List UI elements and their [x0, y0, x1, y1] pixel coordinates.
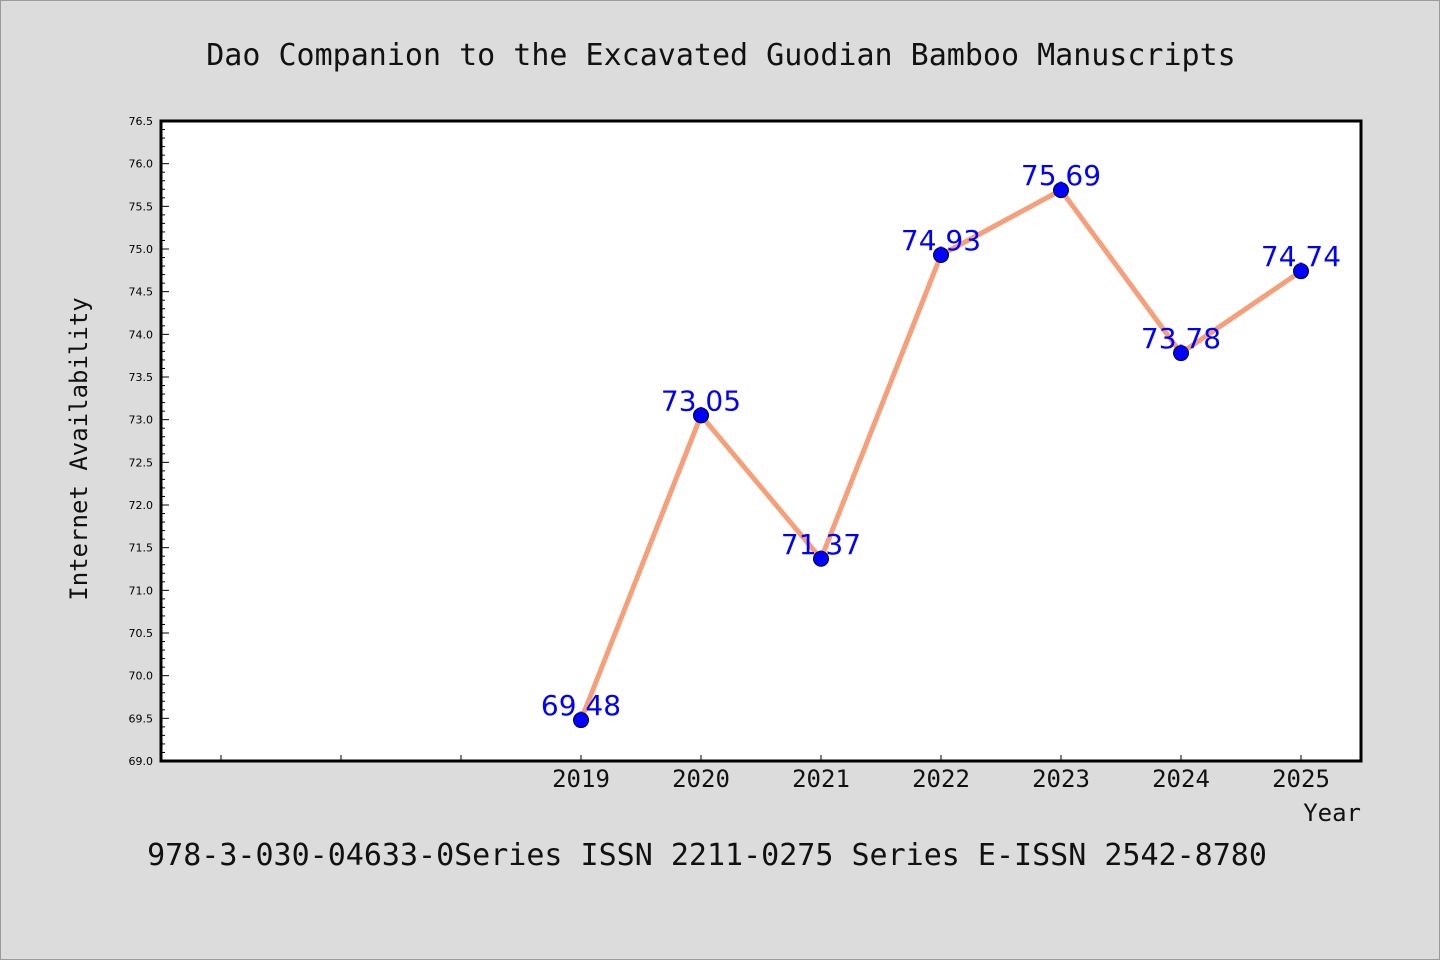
data-label: 74.74: [1261, 240, 1341, 273]
y-tick-label: 73.0: [129, 414, 154, 427]
x-tick-label: 2024: [1152, 765, 1210, 793]
data-point: [933, 246, 949, 263]
y-tick-label: 74.0: [129, 328, 154, 341]
x-axis-label: Year: [1303, 799, 1361, 827]
x-tick-label: 2021: [792, 765, 850, 793]
plot-area: [159, 119, 1363, 763]
y-tick-label: 74.5: [129, 286, 154, 299]
x-tick-label: 2019: [552, 765, 610, 793]
y-tick-label: 76.5: [129, 115, 154, 128]
y-tick-label: 70.5: [129, 627, 154, 640]
data-label: 69.48: [541, 689, 621, 722]
y-tick-label: 72.0: [129, 499, 154, 512]
data-label: 74.93: [901, 224, 981, 257]
y-tick-label: 69.0: [129, 755, 154, 768]
y-tick-label: 72.5: [129, 456, 154, 469]
y-tick-label: 70.0: [129, 670, 154, 683]
data-label: 73.05: [661, 384, 741, 417]
x-axis: 2019 2020 2021 2022 2023 2024 2025: [220, 755, 1330, 793]
y-tick-label: 75.5: [129, 200, 154, 213]
data-labels-layer: 69.48 73.05 71.37 74.93 75.69 73.78 74.74: [541, 159, 1341, 722]
y-tick-label: 76.0: [129, 158, 154, 171]
x-tick-label: 2023: [1032, 765, 1090, 793]
data-label: 75.69: [1021, 159, 1101, 192]
data-points-layer: [573, 182, 1309, 729]
data-label: 73.78: [1141, 322, 1221, 355]
data-point: [693, 407, 709, 424]
y-axis-label: Internet Availability: [65, 297, 93, 600]
y-tick-label: 71.0: [129, 584, 154, 597]
y-axis: 69.0 69.5 70.0 70.5 71.0 71.5 72.0 72.5 73.0 73.5…: [129, 115, 169, 768]
data-point: [813, 550, 829, 567]
y-tick-label: 71.5: [129, 542, 154, 555]
data-point: [1053, 182, 1069, 199]
isbn-issn-footer: 978-3-030-04633-0Series ISSN 2211-0275 S…: [147, 838, 1267, 873]
x-tick-label: 2025: [1272, 765, 1330, 793]
y-tick-label: 73.5: [129, 371, 154, 384]
y-tick-label: 75.0: [129, 243, 154, 256]
x-tick-label: 2022: [912, 765, 970, 793]
data-point: [1173, 345, 1189, 362]
x-tick-label: 2020: [672, 765, 730, 793]
y-tick-label: 69.5: [129, 712, 154, 725]
chart-title: Dao Companion to the Excavated Guodian B…: [206, 38, 1236, 73]
data-point: [1293, 263, 1309, 280]
data-point: [573, 712, 589, 729]
data-label: 71.37: [781, 528, 861, 561]
